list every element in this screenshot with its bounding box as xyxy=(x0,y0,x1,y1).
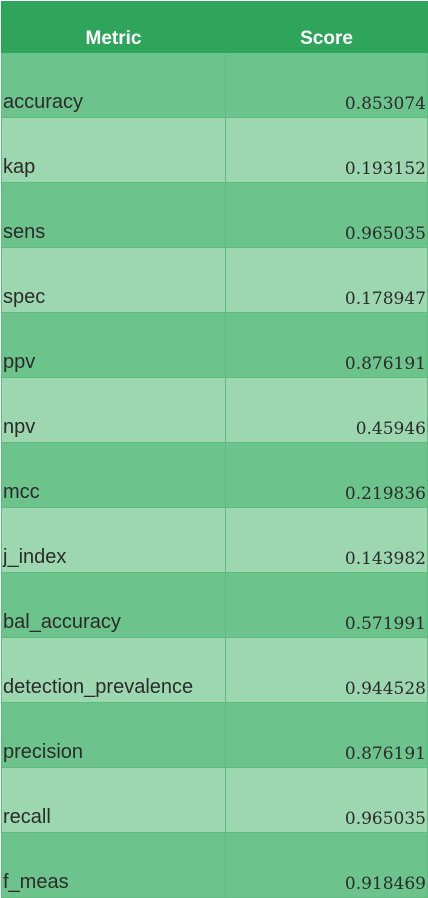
table-row: j_index 0.143982 xyxy=(1,507,428,573)
score-cell: 0.193152 xyxy=(225,117,428,183)
table-row: sens 0.965035 xyxy=(1,182,428,248)
score-cell: 0.45946 xyxy=(225,377,428,443)
table-row: mcc 0.219836 xyxy=(1,442,428,508)
header-row: Metric Score xyxy=(1,1,428,53)
metric-cell: f_meas xyxy=(1,832,226,898)
metric-cell: detection_prevalence xyxy=(1,637,226,703)
score-cell: 0.876191 xyxy=(225,312,428,378)
table-row: precision 0.876191 xyxy=(1,702,428,768)
table-row: kap 0.193152 xyxy=(1,117,428,183)
metric-cell: npv xyxy=(1,377,226,443)
metric-cell: precision xyxy=(1,702,226,768)
score-cell: 0.876191 xyxy=(225,702,428,768)
table-row: detection_prevalence 0.944528 xyxy=(1,637,428,703)
score-cell: 0.853074 xyxy=(225,52,428,118)
score-cell: 0.219836 xyxy=(225,442,428,508)
score-cell: 0.944528 xyxy=(225,637,428,703)
table-row: spec 0.178947 xyxy=(1,247,428,313)
metric-cell: recall xyxy=(1,767,226,833)
table-row: ppv 0.876191 xyxy=(1,312,428,378)
score-cell: 0.178947 xyxy=(225,247,428,313)
metric-cell: accuracy xyxy=(1,52,226,118)
score-cell: 0.965035 xyxy=(225,767,428,833)
table-row: bal_accuracy 0.571991 xyxy=(1,572,428,638)
metric-cell: bal_accuracy xyxy=(1,572,226,638)
table-row: recall 0.965035 xyxy=(1,767,428,833)
score-cell: 0.571991 xyxy=(225,572,428,638)
score-cell: 0.918469 xyxy=(225,832,428,898)
metric-cell: j_index xyxy=(1,507,226,573)
table-row: accuracy 0.853074 xyxy=(1,52,428,118)
metric-cell: sens xyxy=(1,182,226,248)
metric-cell: ppv xyxy=(1,312,226,378)
score-cell: 0.965035 xyxy=(225,182,428,248)
header-metric: Metric xyxy=(1,1,226,53)
metric-cell: kap xyxy=(1,117,226,183)
header-score: Score xyxy=(225,1,428,53)
metric-cell: spec xyxy=(1,247,226,313)
table-row: f_meas 0.918469 xyxy=(1,832,428,898)
table-row: npv 0.45946 xyxy=(1,377,428,443)
score-cell: 0.143982 xyxy=(225,507,428,573)
table-body: accuracy 0.853074 kap 0.193152 sens 0.965035 s… xyxy=(1,52,428,898)
metric-cell: mcc xyxy=(1,442,226,508)
